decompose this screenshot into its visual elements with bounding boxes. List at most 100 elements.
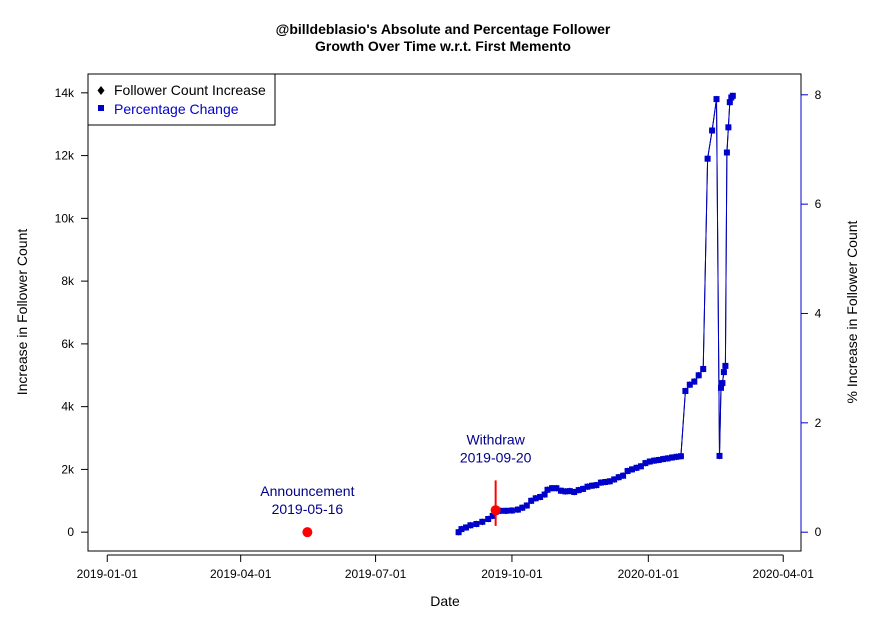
percentage-point [571, 489, 578, 495]
series-line-1 [458, 95, 734, 533]
x-tick-label: 2020-01-01 [618, 567, 680, 581]
percentage-point [566, 488, 573, 495]
percentage-point [718, 384, 724, 391]
y-right-axis-label: % Increase in Follower Count [844, 220, 860, 403]
y-right-tick-label: 2 [815, 416, 822, 430]
percentage-point [713, 96, 720, 103]
percentage-point [637, 463, 644, 470]
y-left-tick-label: 4k [61, 400, 75, 414]
plot-frame [87, 73, 802, 552]
percentage-point [580, 485, 587, 492]
percentage-point [519, 504, 526, 511]
percentage-point [704, 155, 711, 162]
percentage-point [700, 366, 707, 372]
percentage-point [602, 479, 609, 485]
y-left-axis: 0 2k 4k 6k 8k 10k 12k 14k [55, 86, 89, 539]
percentage-point [458, 526, 465, 533]
percentage-point [473, 521, 480, 527]
percentage-point [629, 466, 635, 473]
percentage-point [532, 495, 539, 502]
percentage-point [660, 456, 667, 463]
percentage-point [723, 149, 730, 156]
percentage-point [725, 124, 732, 131]
x-axis: 2019-01-01 2019-04-01 2019-07-01 2019-10-01… [77, 554, 815, 581]
percentage-point [611, 476, 618, 483]
event-announcement-marker [302, 527, 313, 538]
percentage-point [553, 485, 560, 492]
percentage-point [463, 524, 469, 531]
percentage-point [642, 460, 649, 467]
legend: Follower Count Increase Percentage Chang… [87, 73, 276, 126]
series-layer [455, 92, 736, 536]
percentage-point [549, 485, 555, 492]
percentage-point [673, 453, 680, 460]
y-right-tick-label: 0 [815, 525, 822, 539]
y-left-tick-label: 14k [55, 86, 75, 100]
percentage-point [589, 482, 595, 489]
percentage-point [720, 369, 727, 376]
percentage-point [557, 487, 564, 494]
x-tick-label: 2019-04-01 [210, 567, 272, 581]
y-right-tick-label: 4 [815, 306, 822, 320]
percentage-point [726, 99, 733, 106]
percentage-point [528, 497, 535, 504]
percentage-point [503, 507, 509, 514]
percentage-point [537, 494, 544, 500]
percentage-point [485, 516, 492, 522]
percentage-point [479, 518, 486, 525]
x-tick-label: 2019-07-01 [345, 567, 407, 581]
percentage-point [606, 478, 613, 485]
x-tick-label: 2020-04-01 [753, 567, 815, 581]
percentage-point [669, 454, 675, 461]
legend-label-follower-count: Follower Count Increase [114, 82, 266, 98]
percentage-point [584, 483, 591, 490]
event-withdraw-label: Withdraw [466, 431, 525, 447]
y-left-tick-label: 8k [61, 274, 75, 288]
percentage-point [489, 512, 496, 519]
percentage-point [719, 380, 726, 387]
legend-label-percentage: Percentage Change [114, 101, 239, 117]
y-right-tick-label: 8 [815, 88, 822, 102]
x-axis-label: Date [430, 593, 460, 609]
percentage-point [523, 502, 530, 509]
percentage-point [677, 453, 684, 460]
percentage-point [597, 479, 604, 486]
percentage-point [593, 482, 600, 489]
percentage-point [709, 127, 716, 134]
percentage-point [722, 362, 729, 369]
percentage-point [575, 487, 582, 494]
percentage-point [544, 486, 551, 493]
y-left-tick-label: 0 [67, 525, 74, 539]
y-right-tick-label: 6 [815, 197, 822, 211]
legend-square-marker [98, 105, 104, 111]
percentage-point [695, 372, 702, 379]
percentage-point [682, 388, 689, 394]
event-withdraw-date: 2019-09-20 [460, 449, 532, 465]
percentage-point [686, 381, 693, 388]
y-left-tick-label: 2k [61, 462, 75, 476]
y-left-axis-label: Increase in Follower Count [14, 229, 30, 396]
percentage-point [562, 488, 569, 495]
x-tick-label: 2019-01-01 [77, 567, 139, 581]
y-left-tick-label: 12k [55, 149, 75, 163]
percentage-point [716, 452, 723, 459]
percentage-point [541, 491, 548, 498]
percentage-point [655, 457, 662, 463]
percentage-point [664, 455, 671, 462]
percentage-point [633, 464, 640, 471]
legend-diamond-marker [97, 86, 105, 95]
y-right-axis: 0 2 4 6 8 [800, 88, 822, 539]
y-left-tick-label: 10k [55, 211, 75, 225]
y-left-tick-label: 6k [61, 337, 75, 351]
event-announcement-label: Announcement [260, 483, 354, 499]
percentage-point [646, 458, 653, 465]
chart-title-line-2: Growth Over Time w.r.t. First Memento [315, 38, 571, 54]
percentage-point [691, 378, 698, 385]
chart-title-line-1: @billdeblasio's Absolute and Percentage … [276, 21, 611, 37]
x-tick-label: 2019-10-01 [481, 567, 543, 581]
percentage-point [729, 92, 736, 99]
percentage-point [508, 507, 515, 514]
percentage-point [455, 529, 462, 536]
event-withdraw-marker [490, 505, 501, 516]
